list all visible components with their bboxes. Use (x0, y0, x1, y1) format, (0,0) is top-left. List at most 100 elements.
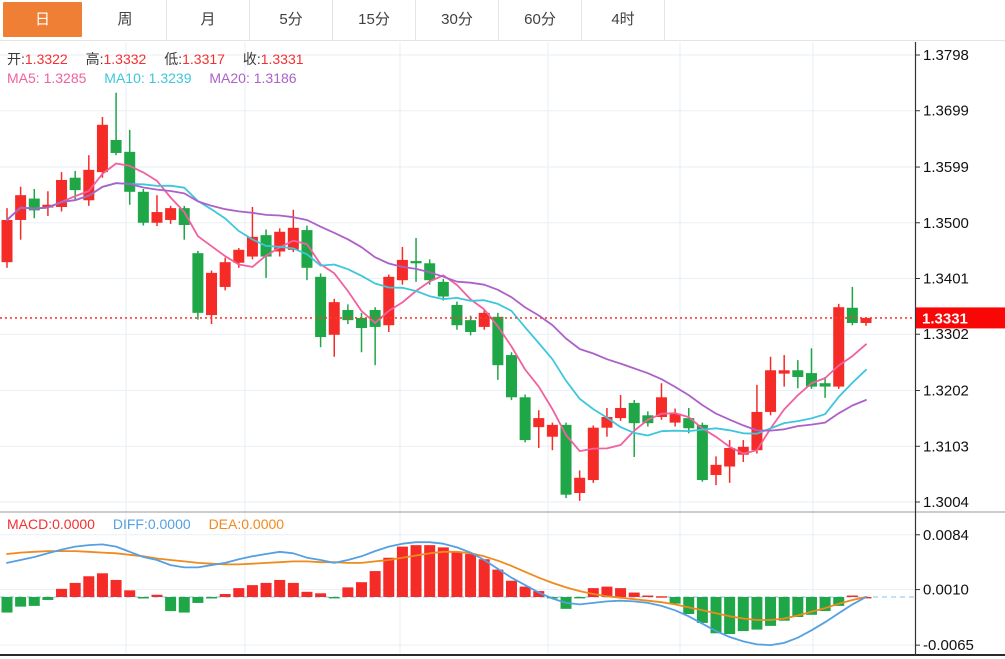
macd-bar (751, 597, 763, 630)
macd-bar (846, 595, 858, 597)
macd-bar (792, 597, 804, 617)
diff-legend: DIFF:0.0000 (112, 516, 191, 532)
tab-weekly[interactable]: 周 (84, 0, 167, 40)
macd-bar (28, 597, 40, 606)
candle-down (628, 402, 640, 424)
price-tick-label: 1.3798 (923, 47, 969, 64)
candle-up (83, 169, 95, 201)
macd-bar (246, 585, 258, 597)
price-tick-label: 1.3699 (923, 103, 969, 120)
ma20-line (6, 182, 867, 432)
macd-bar (778, 597, 790, 621)
dea-line (6, 550, 867, 621)
macd-bar (574, 597, 586, 599)
macd-bar (1, 597, 13, 613)
main-chart-pane[interactable] (0, 42, 915, 512)
candle-up (219, 262, 231, 287)
macd-bar (601, 586, 613, 597)
macd-tick-label: 0.0084 (923, 527, 969, 544)
price-tick-label: 1.3401 (923, 271, 969, 288)
macd-bar (192, 597, 204, 603)
tab-30min[interactable]: 30分 (416, 0, 499, 40)
candle-up (669, 413, 681, 423)
candle-up (396, 259, 408, 281)
candle-down (696, 424, 708, 481)
candle-down (465, 320, 477, 332)
macd-bar (628, 592, 640, 597)
candle-up (287, 227, 299, 250)
macd-bar (137, 597, 149, 599)
tab-60min[interactable]: 60分 (499, 0, 582, 40)
grid (0, 42, 915, 655)
macd-bar (342, 587, 354, 597)
candle-up (533, 418, 545, 428)
macd-legend: MACD:0.0000 (7, 516, 95, 532)
candle-up (778, 370, 790, 374)
macd-bar (15, 597, 27, 607)
macd-bar (819, 597, 831, 612)
candle-down (519, 397, 531, 441)
ohlc-low: 低:1.3317 (164, 51, 225, 67)
ma10-legend: MA10: 1.3239 (104, 70, 192, 86)
macd-bar (328, 597, 340, 599)
macd-bar (642, 595, 654, 597)
price-tick-label: 1.3302 (923, 326, 969, 343)
candle-down (792, 370, 804, 378)
tab-monthly[interactable]: 月 (167, 0, 250, 40)
macd-bar (587, 588, 599, 597)
macd-tick-label: -0.0065 (923, 637, 974, 654)
macd-bar (178, 597, 190, 613)
candle-up (574, 477, 586, 493)
ohlc-readout: 开:1.3322 高:1.3332 低:1.3317 收:1.3331 (7, 49, 318, 69)
macd-pane[interactable] (0, 512, 915, 655)
candle-down (505, 355, 517, 398)
ma10-line (6, 182, 867, 437)
candle-up (274, 231, 286, 252)
macd-bar (519, 586, 531, 597)
macd-bar (655, 596, 667, 598)
candle-down (110, 140, 122, 153)
candle-down (315, 276, 327, 338)
macd-bar (805, 597, 817, 615)
candle-down (356, 317, 368, 329)
macd-bar (683, 597, 695, 615)
macd-bar (56, 588, 68, 597)
macd-bar (165, 597, 177, 612)
macd-bar (478, 559, 490, 597)
tab-daily[interactable]: 日 (3, 2, 82, 37)
candle-down (342, 310, 354, 321)
macd-bar (287, 582, 299, 597)
candle-up (151, 212, 163, 223)
candle-down (683, 418, 695, 429)
candle-down (492, 316, 504, 366)
candle-up (383, 276, 395, 326)
diff-line (6, 541, 867, 646)
macd-bar (465, 554, 477, 597)
price-tick-label: 1.3599 (923, 159, 969, 176)
macd-bar (206, 597, 218, 599)
macd-bar (492, 569, 504, 597)
macd-bar (301, 591, 313, 597)
macd-bar (437, 547, 449, 597)
price-tick-label: 1.3103 (923, 438, 969, 455)
macd-bar (533, 591, 545, 597)
tab-5min[interactable]: 5分 (250, 0, 333, 40)
ohlc-high: 高:1.3332 (85, 51, 147, 67)
candle-down (28, 198, 40, 211)
tab-15min[interactable]: 15分 (333, 0, 416, 40)
candle-down (451, 304, 463, 326)
candle-up (601, 416, 613, 428)
macd-bar (151, 594, 163, 597)
candle-up (328, 302, 340, 335)
price-tick-label: 1.3004 (923, 494, 969, 511)
macd-tick-label: 0.0010 (923, 582, 969, 599)
ma-readout: MA5: 1.3285 MA10: 1.3239 MA20: 1.3186 (7, 70, 311, 86)
ohlc-close: 收:1.3331 (242, 51, 304, 67)
macd-bar (765, 597, 777, 626)
candle-up (587, 427, 599, 481)
tab-4hour[interactable]: 4时 (582, 0, 665, 40)
dea-legend: DEA:0.0000 (208, 516, 285, 532)
macd-bar (710, 597, 722, 634)
